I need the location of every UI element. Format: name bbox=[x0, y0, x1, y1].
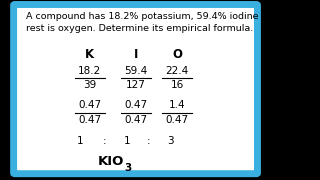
Text: 59.4: 59.4 bbox=[124, 66, 148, 76]
Text: 0.47: 0.47 bbox=[78, 115, 101, 125]
Text: 18.2: 18.2 bbox=[78, 66, 101, 76]
Text: 39: 39 bbox=[83, 80, 97, 90]
Text: 127: 127 bbox=[126, 80, 146, 90]
Text: 16: 16 bbox=[171, 80, 184, 90]
Text: K: K bbox=[85, 48, 94, 61]
Text: 22.4: 22.4 bbox=[165, 66, 189, 76]
Text: 1.4: 1.4 bbox=[169, 100, 185, 110]
Text: 0.47: 0.47 bbox=[78, 100, 101, 110]
Text: rest is oxygen. Determine its empirical formula.: rest is oxygen. Determine its empirical … bbox=[26, 24, 253, 33]
Text: 1: 1 bbox=[124, 136, 130, 146]
Text: KIO: KIO bbox=[98, 155, 124, 168]
Text: 0.47: 0.47 bbox=[165, 115, 189, 125]
Text: :: : bbox=[147, 136, 150, 146]
Text: 3: 3 bbox=[125, 163, 132, 173]
Text: I: I bbox=[134, 48, 139, 61]
Text: O: O bbox=[172, 48, 182, 61]
FancyBboxPatch shape bbox=[14, 4, 258, 174]
Text: 1: 1 bbox=[77, 136, 84, 146]
Text: :: : bbox=[103, 136, 107, 146]
Text: 0.47: 0.47 bbox=[125, 115, 148, 125]
Text: A compound has 18.2% potassium, 59.4% iodine and the: A compound has 18.2% potassium, 59.4% io… bbox=[26, 12, 298, 21]
Text: 3: 3 bbox=[167, 136, 173, 146]
Text: 0.47: 0.47 bbox=[125, 100, 148, 110]
